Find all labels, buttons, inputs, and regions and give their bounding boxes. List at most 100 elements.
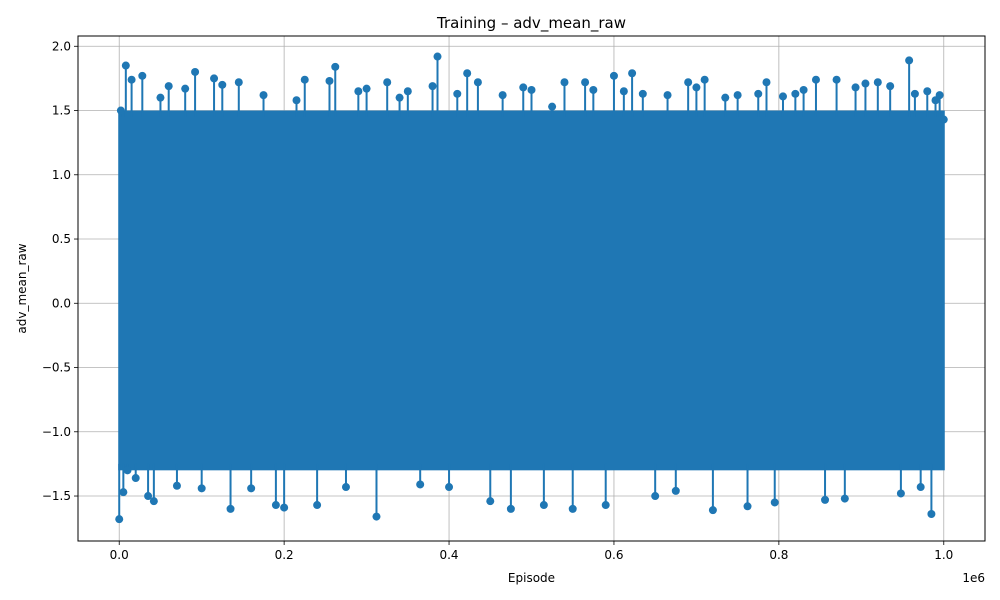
data-point (138, 71, 147, 80)
series-line (118, 56, 945, 520)
y-tick-label: 0.0 (52, 296, 71, 310)
data-point (811, 75, 820, 84)
plot-frame (77, 35, 986, 542)
data-point (280, 503, 289, 512)
data-point (149, 497, 158, 506)
data-point (156, 93, 165, 102)
data-point (651, 492, 660, 501)
data-point (619, 87, 628, 96)
data-point (181, 84, 190, 93)
data-point (851, 83, 860, 92)
data-point (372, 512, 381, 521)
data-point (119, 488, 128, 497)
data-point (121, 61, 130, 70)
data-point (218, 80, 227, 89)
x-tick-label: 0.8 (769, 548, 788, 562)
data-point (395, 93, 404, 102)
data-point (935, 91, 944, 100)
data-point (628, 69, 637, 78)
x-tick-label: 0.6 (604, 548, 623, 562)
data-point (609, 71, 618, 80)
data-point (486, 497, 495, 506)
data-point (560, 78, 569, 87)
data-point (927, 510, 936, 519)
data-point (700, 75, 709, 84)
data-point (172, 481, 181, 490)
y-tick-label: −1.0 (42, 425, 71, 439)
data-point (144, 492, 153, 501)
data-point (473, 78, 482, 87)
data-point (539, 501, 548, 510)
data-point (527, 85, 536, 94)
data-point (905, 56, 914, 65)
data-point (519, 83, 528, 92)
y-tick-label: 2.0 (52, 39, 71, 53)
data-point (733, 91, 742, 100)
data-point (896, 489, 905, 498)
data-point (923, 87, 932, 96)
data-point (916, 483, 925, 492)
data-point (721, 93, 730, 102)
data-point (164, 82, 173, 91)
data-point (313, 501, 322, 510)
y-axis-title: adv_mean_raw (15, 243, 29, 333)
x-tick-label: 0.0 (110, 548, 129, 562)
y-tick-label: −0.5 (42, 361, 71, 375)
data-point (292, 96, 301, 105)
data-point (433, 52, 442, 61)
data-point (692, 83, 701, 92)
chart-title: Training – adv_mean_raw (436, 14, 626, 33)
data-point (548, 102, 557, 111)
y-tick-label: 1.5 (52, 104, 71, 118)
data-point (568, 504, 577, 513)
data-series (115, 52, 948, 524)
data-point (506, 504, 515, 513)
data-point (300, 75, 309, 84)
data-point (428, 82, 437, 91)
data-point (463, 69, 472, 78)
data-point (115, 515, 124, 524)
data-point (873, 78, 882, 87)
data-point (131, 474, 140, 483)
data-point (671, 486, 680, 495)
data-point (127, 75, 136, 84)
data-point (341, 483, 350, 492)
data-point (708, 506, 717, 515)
x-tick-label: 1.0 (934, 548, 953, 562)
data-point (939, 115, 948, 124)
y-tick-label: 0.5 (52, 232, 71, 246)
data-point (840, 494, 849, 503)
data-point (331, 62, 340, 71)
data-point (791, 89, 800, 98)
data-point (581, 78, 590, 87)
data-point (754, 89, 763, 98)
data-point (383, 78, 392, 87)
data-point (589, 85, 598, 94)
data-point (116, 106, 125, 115)
data-point (861, 79, 870, 88)
data-point (247, 484, 256, 493)
data-point (445, 483, 454, 492)
x-axis-offset-label: 1e6 (962, 571, 985, 585)
y-tick-label: 1.0 (52, 168, 71, 182)
data-point (234, 78, 243, 87)
data-point (210, 74, 219, 83)
axis-ticks: 0.0 0.2 0.4 0.6 0.8 1.0 −1.5 −1.0 −0.5 0.0 0.5 1.0 1… (42, 39, 953, 562)
dense-series-band (118, 110, 945, 471)
data-point (684, 78, 693, 87)
data-point (123, 466, 132, 475)
data-point (886, 82, 895, 91)
x-axis-title: Episode (508, 571, 555, 585)
x-tick-label: 0.2 (275, 548, 294, 562)
data-point (325, 76, 334, 85)
data-point (770, 498, 779, 507)
data-point (197, 484, 206, 493)
data-point (821, 495, 830, 504)
data-point (778, 92, 787, 101)
data-point (403, 87, 412, 96)
data-point (663, 91, 672, 100)
data-point (799, 85, 808, 94)
data-point (910, 89, 919, 98)
